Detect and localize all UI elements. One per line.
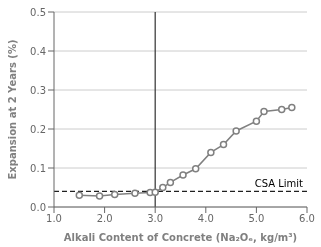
svg-text:0.4: 0.4 [30, 46, 46, 57]
svg-text:1.0: 1.0 [46, 213, 62, 224]
svg-text:4.0: 4.0 [198, 213, 214, 224]
svg-text:0.2: 0.2 [30, 124, 46, 135]
svg-text:0.5: 0.5 [30, 7, 46, 18]
svg-text:0.3: 0.3 [30, 85, 46, 96]
svg-text:Alkali Content of Concrete (Na: Alkali Content of Concrete (Na₂Oₑ, kg/m³… [64, 232, 297, 243]
svg-text:5.0: 5.0 [248, 213, 264, 224]
svg-text:CSA Limit: CSA Limit [255, 178, 303, 189]
svg-text:6.0: 6.0 [299, 213, 313, 224]
svg-text:3.0: 3.0 [147, 213, 163, 224]
svg-text:2.0: 2.0 [97, 213, 113, 224]
svg-text:0.0: 0.0 [30, 202, 46, 213]
svg-text:0.1: 0.1 [30, 163, 46, 174]
svg-text:Expansion at 2 Years (%): Expansion at 2 Years (%) [8, 40, 18, 180]
